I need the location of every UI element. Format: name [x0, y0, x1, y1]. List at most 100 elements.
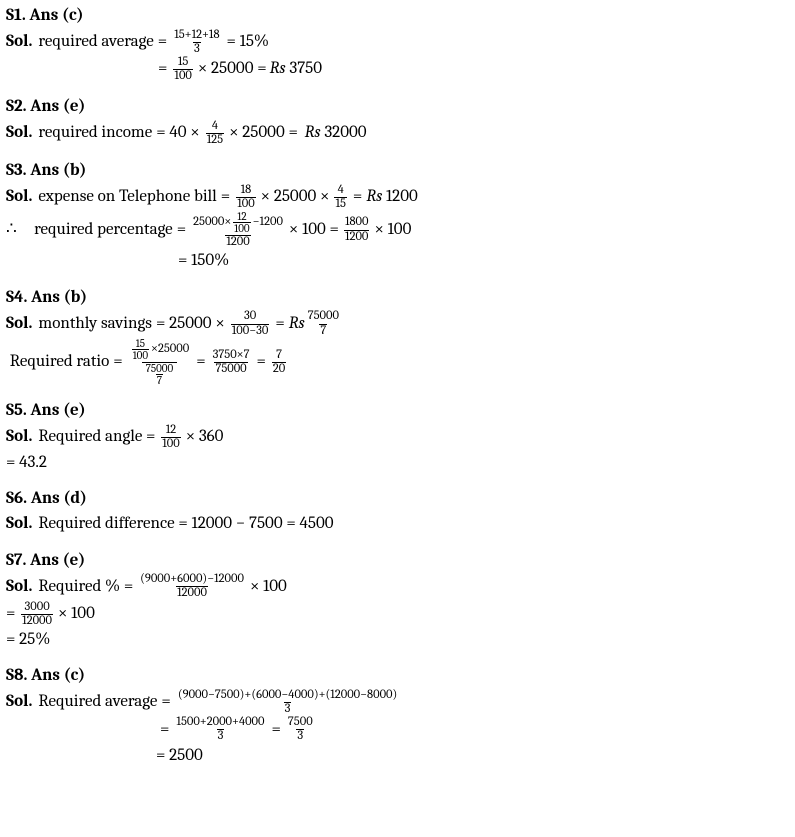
fraction: 1800 1200: [344, 216, 370, 243]
fraction: 3750×7 75000: [212, 349, 251, 376]
s2-header: S2. Ans (e): [6, 95, 789, 120]
equals: =: [275, 312, 284, 337]
s1-line1: Sol. required average = 15+12+18 3 = 15%: [6, 29, 789, 56]
text: required percentage: [34, 218, 173, 243]
amount: 3750: [289, 57, 322, 82]
fraction: 3000 12000: [21, 601, 53, 628]
equals: =: [221, 185, 230, 210]
equals: =: [353, 185, 362, 210]
fraction: (9000+6000)−12000 12000: [139, 573, 245, 600]
s5-header: S5. Ans (e): [6, 399, 789, 424]
text: × 100 =: [289, 218, 339, 243]
text: × 25000 =: [229, 121, 298, 146]
s8-line1: Sol. Required average = (9000−7500)+(600…: [6, 689, 789, 716]
inner-fraction: 12 100: [233, 211, 250, 235]
text: × 25000 =: [198, 57, 267, 82]
sol-label: Sol.: [6, 575, 32, 600]
text: required average: [38, 30, 153, 55]
sol-label: Sol.: [6, 312, 32, 337]
equals: =: [6, 602, 15, 627]
fraction: 15 100: [173, 56, 192, 83]
equals: =: [158, 57, 167, 82]
sp: [133, 575, 137, 600]
big-fraction: 15 100 ×25000 75000 7: [129, 338, 191, 387]
fraction: 4 15: [334, 184, 346, 211]
sp: [23, 218, 34, 243]
text: expense on Telephone bill: [38, 185, 216, 210]
amount: 1200: [386, 185, 418, 210]
equals: =: [272, 718, 281, 743]
text: Required % =: [38, 575, 133, 600]
solution-s7: S7. Ans (e) Sol. Required % = (9000+6000…: [6, 549, 789, 653]
text: × 360: [186, 425, 224, 450]
text: = 40 ×: [156, 121, 199, 146]
s8-line2: = 1500+2000+4000 3 = 7500 3: [6, 716, 789, 743]
rs: Rs: [366, 185, 382, 210]
inner-fraction: 75000 7: [145, 363, 174, 387]
text: × 100: [250, 575, 287, 600]
s5-result: = 43.2: [6, 451, 789, 476]
rs: Rs: [289, 312, 305, 337]
fraction: 15+12+18 3: [173, 29, 220, 56]
s7-line2: = 3000 12000 × 100: [6, 601, 789, 628]
fraction: 7500 3: [287, 716, 314, 743]
s2-line1: Sol. required income = 40 × 4 125 × 2500…: [6, 120, 789, 147]
sol-label: Sol.: [6, 690, 32, 715]
result: = 15%: [227, 30, 270, 55]
compound-den: 75000 7: [142, 362, 177, 387]
s4-line1: Sol. monthly savings = 25000 × 30 100−30…: [6, 310, 789, 337]
fraction: 4 125: [206, 120, 224, 147]
solution-s3: S3. Ans (b) Sol. expense on Telephone bi…: [6, 159, 789, 274]
text: × 100: [58, 602, 95, 627]
solution-s5: S5. Ans (e) Sol. Required angle = 12 100…: [6, 399, 789, 476]
s6-line1: Sol. Required difference = 12000 − 7500 …: [6, 512, 789, 537]
s1-line2: = 15 100 × 25000 = Rs 3750: [6, 56, 789, 83]
fraction: (9000−7500)+(6000−4000)+(12000−8000) 3: [177, 689, 398, 716]
equals: =: [160, 718, 169, 743]
fraction: 75000 7: [307, 310, 340, 337]
solution-s1: S1. Ans (c) Sol. required average = 15+1…: [6, 4, 789, 83]
s3-line2: ∴ required percentage = 25000× 12 100 −1…: [6, 211, 789, 249]
solution-s6: S6. Ans (d) Sol. Required difference = 1…: [6, 487, 789, 536]
text: = 25000 ×: [156, 312, 225, 337]
text: × 25000 ×: [261, 185, 330, 210]
text: Required average: [38, 690, 157, 715]
s7-header: S7. Ans (e): [6, 549, 789, 574]
compound-num: 25000× 12 100 −1200: [192, 211, 284, 235]
equals: =: [158, 30, 167, 55]
equals: =: [161, 690, 170, 715]
solution-s2: S2. Ans (e) Sol. required income = 40 × …: [6, 95, 789, 147]
amount: 32000: [324, 121, 366, 146]
s1-header: S1. Ans (c): [6, 4, 789, 29]
fraction: 1500+2000+4000 3: [175, 716, 265, 743]
s6-header: S6. Ans (d): [6, 487, 789, 512]
result: = 2500: [156, 744, 203, 769]
fraction: 18 100: [236, 184, 255, 211]
s4-line2: Required ratio = 15 100 ×25000 75000 7 =…: [6, 338, 789, 387]
rs: Rs: [305, 121, 321, 146]
text: Required difference = 12000 − 7500 = 450…: [38, 512, 333, 537]
big-fraction: 25000× 12 100 −1200 1200: [192, 211, 284, 249]
equals: =: [113, 350, 122, 375]
sol-label: Sol.: [6, 425, 32, 450]
s8-line3: = 2500: [6, 744, 789, 769]
sol-label: Sol.: [6, 512, 32, 537]
s3-line1: Sol. expense on Telephone bill = 18 100 …: [6, 184, 789, 211]
sol-label: Sol.: [6, 30, 32, 55]
fraction: 30 100−30: [231, 310, 270, 337]
s3-line3: = 150%: [6, 249, 789, 274]
compound-num: 15 100 ×25000: [129, 338, 191, 362]
solution-s4: S4. Ans (b) Sol. monthly savings = 25000…: [6, 286, 789, 387]
fraction: 7 20: [272, 349, 286, 376]
solution-s8: S8. Ans (c) Sol. Required average = (900…: [6, 664, 789, 768]
text: Required ratio: [10, 350, 110, 375]
result: = 150%: [178, 249, 229, 274]
s3-header: S3. Ans (b): [6, 159, 789, 184]
inner-fraction: 15 100: [132, 338, 149, 362]
fraction: 12 100: [161, 424, 180, 451]
s8-header: S8. Ans (c): [6, 664, 789, 689]
text: monthly savings: [38, 312, 152, 337]
rs: Rs: [270, 57, 286, 82]
equals: =: [256, 350, 265, 375]
equals: =: [177, 218, 186, 243]
